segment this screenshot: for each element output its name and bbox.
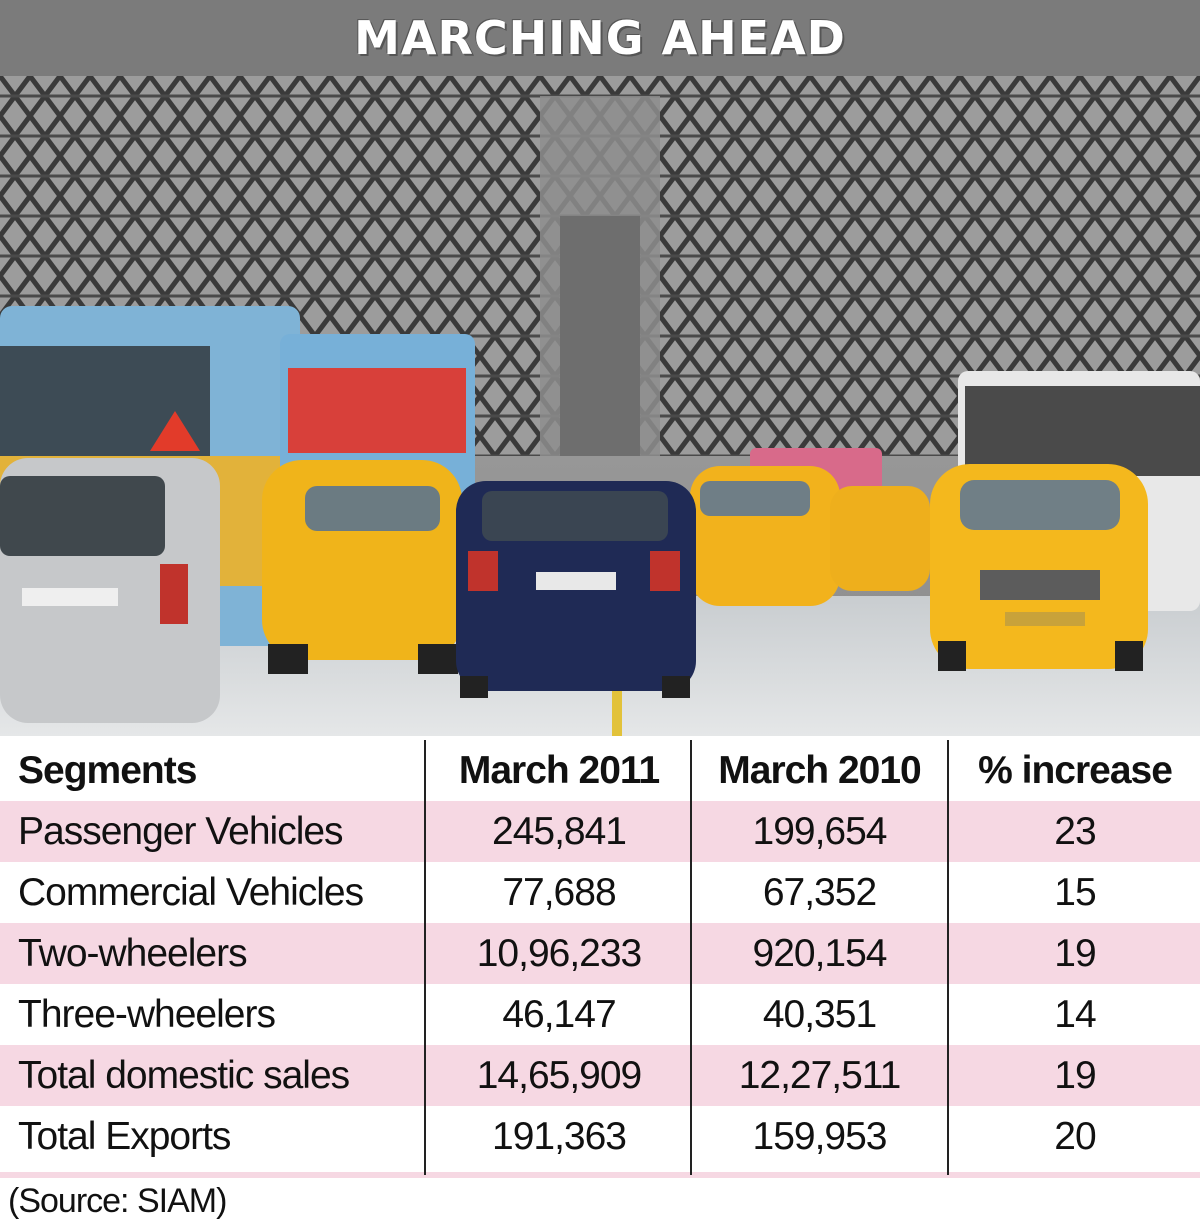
silver-car	[0, 458, 220, 723]
table-row: Total Exports 191,363 159,953 20	[0, 1106, 1200, 1167]
march-2011-value: 46,147	[502, 992, 616, 1036]
segment-label: Three-wheelers	[18, 992, 276, 1036]
increase-value: 14	[1054, 992, 1096, 1036]
table-row: Total domestic sales 14,65,909 12,27,511…	[0, 1045, 1200, 1106]
chart-title: MARCHING AHEAD	[354, 11, 846, 65]
yellow-taxi-right	[930, 464, 1148, 671]
march-2011-value: 14,65,909	[476, 1053, 643, 1097]
increase-value: 15	[1054, 870, 1096, 914]
table-row: Passenger Vehicles 245,841 199,654 23	[0, 801, 1200, 862]
march-2011-value: 191,363	[492, 1114, 627, 1158]
source-note: (Source: SIAM)	[8, 1182, 227, 1220]
segment-label: Total domestic sales	[18, 1053, 350, 1097]
yellow-taxi-1	[262, 460, 462, 674]
march-2010-value: 159,953	[752, 1114, 888, 1158]
header-march-2010: March 2010	[718, 748, 921, 792]
yellow-taxi-2	[690, 466, 840, 606]
table-row: Two-wheelers 10,96,233 920,154 19	[0, 923, 1200, 984]
segment-label: Total Exports	[18, 1114, 231, 1158]
traffic-photo	[0, 76, 1200, 736]
segment-label: Commercial Vehicles	[18, 870, 364, 914]
increase-value: 19	[1054, 1053, 1096, 1097]
column-divider	[424, 740, 426, 1175]
table-header-row: Segments March 2011 March 2010 % increas…	[0, 740, 1200, 801]
column-divider	[947, 740, 949, 1175]
march-2011-value: 245,841	[492, 809, 627, 853]
header-segments: Segments	[18, 748, 197, 792]
march-2010-value: 920,154	[752, 931, 888, 975]
title-bar: MARCHING AHEAD	[0, 0, 1200, 76]
increase-value: 19	[1054, 931, 1096, 975]
yellow-taxi-3	[830, 486, 930, 591]
table-row: Commercial Vehicles 77,688 67,352 15	[0, 862, 1200, 923]
header-increase: % increase	[978, 748, 1173, 792]
march-2010-value: 12,27,511	[738, 1053, 902, 1097]
header-march-2011: March 2011	[458, 748, 660, 792]
blue-bus-center	[280, 334, 475, 524]
table-bottom-band	[0, 1172, 1200, 1178]
data-table: Segments March 2011 March 2010 % increas…	[0, 740, 1200, 1180]
column-divider	[690, 740, 692, 1175]
march-2010-value: 40,351	[762, 992, 877, 1036]
march-2010-value: 67,352	[762, 870, 877, 914]
navy-sedan	[456, 481, 696, 698]
increase-value: 23	[1054, 809, 1096, 853]
table-row: Three-wheelers 46,147 40,351 14	[0, 984, 1200, 1045]
increase-value: 20	[1054, 1114, 1096, 1158]
segment-label: Two-wheelers	[18, 931, 248, 975]
march-2011-value: 10,96,233	[476, 931, 643, 975]
segment-label: Passenger Vehicles	[18, 809, 344, 853]
march-2010-value: 199,654	[752, 809, 888, 853]
march-2011-value: 77,688	[502, 870, 616, 914]
